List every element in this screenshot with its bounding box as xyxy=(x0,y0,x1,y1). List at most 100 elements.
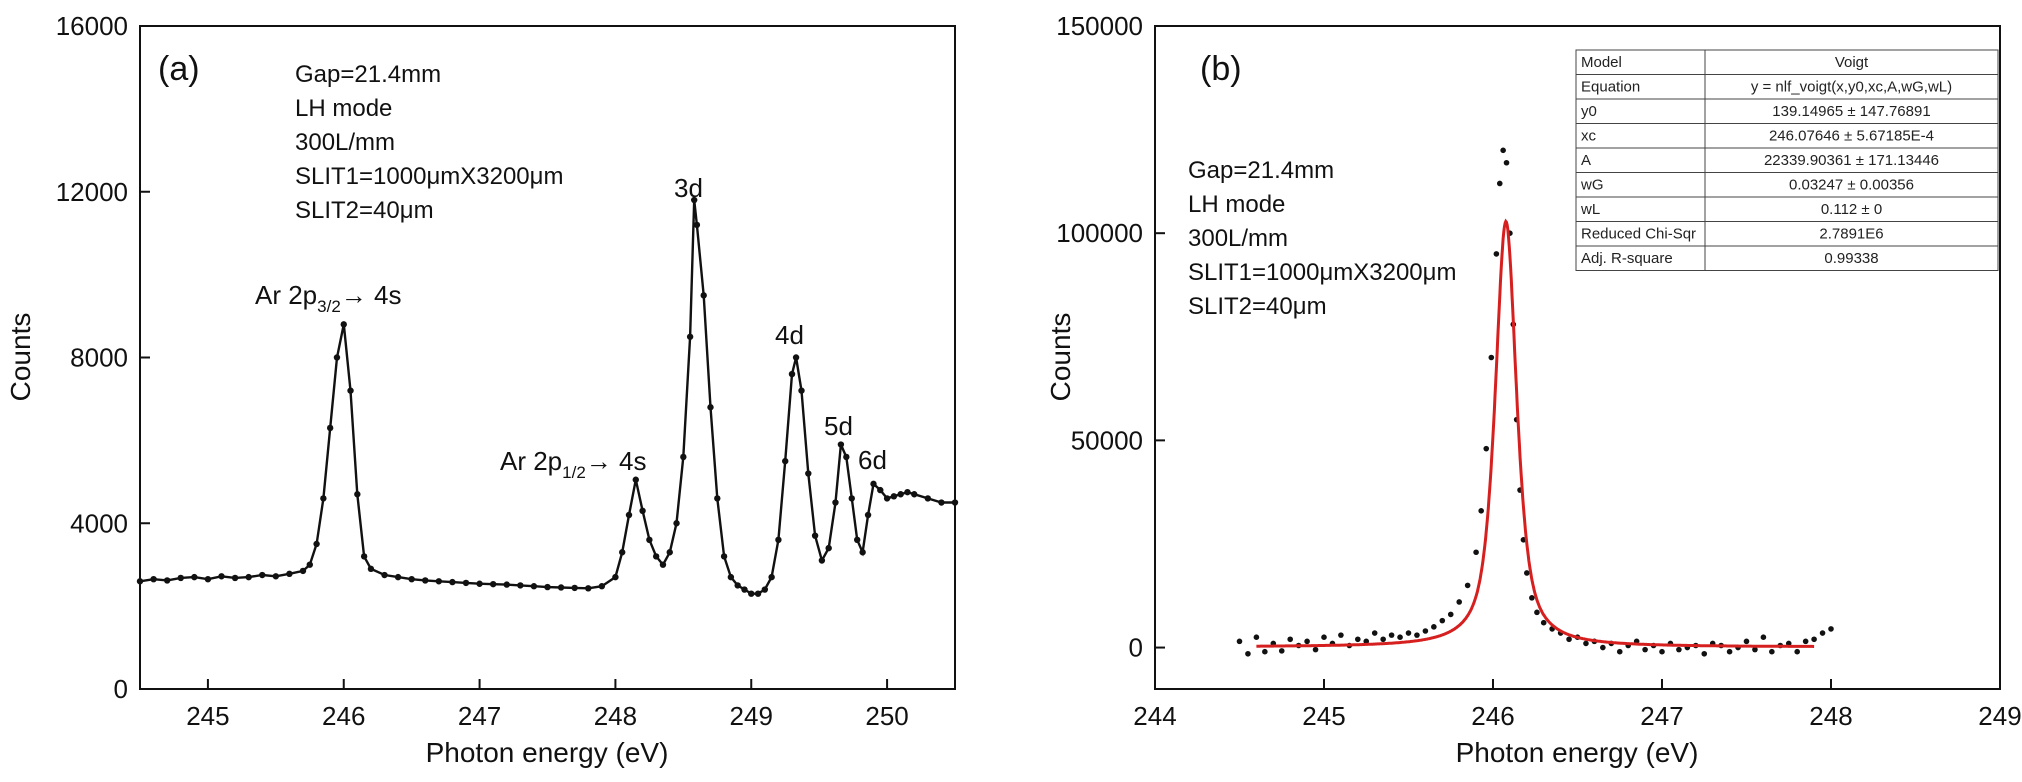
fit-table-value: 139.14965 ± 147.76891 xyxy=(1772,103,1930,120)
panel-b-data-point xyxy=(1760,634,1767,641)
panel-a-data-point xyxy=(218,573,225,580)
panel-a-data-point xyxy=(788,370,796,378)
panel-a-data-point xyxy=(811,532,819,539)
panel-a-data-point xyxy=(435,578,443,585)
panel-a-data-point xyxy=(625,511,633,519)
panel-a-data-point xyxy=(571,584,578,592)
panel-b-data-point xyxy=(1312,646,1319,653)
panel-a-data-point xyxy=(798,387,805,394)
fit-table-value: 22339.90361 ± 171.13446 xyxy=(1764,152,1939,169)
panel-a-data-point xyxy=(883,495,891,502)
fit-table-key: A xyxy=(1581,152,1591,169)
panel-b-data-point xyxy=(1245,650,1251,657)
panel-a-data-point xyxy=(686,333,694,340)
panel-b-data-point xyxy=(1321,634,1327,641)
panel-a-data-point xyxy=(818,557,826,564)
panel-a-data-point xyxy=(326,424,334,432)
panel-b-data-point xyxy=(1447,611,1454,618)
fit-table-value: y = nlf_voigt(x,y0,xc,A,wG,wL) xyxy=(1751,79,1952,96)
panel-a-data-point xyxy=(843,453,850,461)
panel-a-data-point xyxy=(768,573,775,581)
peak-label-5d: 5d xyxy=(824,411,853,441)
panel-a-data-point xyxy=(544,583,551,591)
panel-a-data-point xyxy=(585,585,592,592)
panel-a-x-tick-label: 247 xyxy=(458,701,501,731)
panel-a-y-tick-label: 8000 xyxy=(70,343,128,373)
panel-a-data-point xyxy=(832,499,839,506)
panel-a-data-point xyxy=(792,354,800,361)
panel-a-x-axis-title: Photon energy (eV) xyxy=(426,737,669,768)
panel-a-data-point xyxy=(517,582,524,589)
panel-a-data-point xyxy=(864,511,872,519)
panel-a-spectrum-line xyxy=(139,199,955,595)
panel-b-data-point xyxy=(1456,599,1462,605)
panel-a-data-point xyxy=(659,561,667,568)
panel-a-data-point xyxy=(340,321,347,328)
panel-a-data-point xyxy=(727,573,735,581)
panel-b-y-tick-label: 0 xyxy=(1129,633,1143,663)
fit-results-table: Model Voigt Equation y = nlf_voigt(x,y0,xc,… xyxy=(1575,49,1999,271)
panel-b-x-axis-title: Photon energy (eV) xyxy=(1456,737,1699,768)
panel-a-data-point xyxy=(259,571,266,579)
panel-b-data-point xyxy=(1405,630,1412,636)
peak-label-4d: 4d xyxy=(775,320,804,350)
panel-a-data-point xyxy=(313,540,320,548)
panel-b-x-tick-label: 248 xyxy=(1809,701,1852,731)
panel-b-data-point xyxy=(1397,634,1403,641)
panel-a-data-point xyxy=(680,453,687,461)
panel-a-data-point xyxy=(489,580,497,588)
panel-a-data-point xyxy=(530,583,538,590)
panel-a-data-point xyxy=(299,567,307,575)
fit-table-value: 2.7891E6 xyxy=(1819,226,1883,243)
panel-a-data-point xyxy=(598,583,606,590)
panel-a-data-point xyxy=(612,573,619,581)
panel-a-chart: 245 246 247 248 249 250 0 4000 8000 12000 16000 (a… xyxy=(5,11,959,768)
panel-b-data-point xyxy=(1414,632,1420,638)
panel-a-data-point xyxy=(890,493,898,500)
panel-b-label: (b) xyxy=(1200,50,1242,88)
panel-b-data-point xyxy=(1483,445,1490,452)
panel-b-data-point xyxy=(1304,638,1310,645)
panel-b-data-point xyxy=(1488,354,1495,361)
panel-b-data-point xyxy=(1524,570,1530,576)
panel-a-data-point xyxy=(639,507,646,515)
panel-b-data-point xyxy=(1769,648,1775,655)
panel-a-data-point xyxy=(632,476,639,483)
panel-b-data-point xyxy=(1431,624,1437,630)
panel-a-anno-slit2: SLIT2=40μm xyxy=(295,197,434,224)
panel-a-data-point xyxy=(877,486,884,494)
panel-b-data-point xyxy=(1743,638,1750,645)
panel-b-data-point xyxy=(1500,147,1506,154)
panel-a-data-point xyxy=(422,577,429,584)
fit-table-key: Equation xyxy=(1581,79,1640,96)
panel-b-data-point xyxy=(1439,617,1446,624)
panel-b-ticks: 244 245 246 247 248 249 0 50000 100000 150000 xyxy=(1056,11,2021,731)
panel-a-data-point xyxy=(286,570,293,578)
panel-a-data-point xyxy=(837,441,845,448)
panel-b-y-tick-label: 100000 xyxy=(1056,218,1143,248)
panel-a-data-point xyxy=(449,578,456,586)
panel-a-data-point xyxy=(775,536,782,544)
peak-label-2p32-4s: Ar 2p3/2→ 4s xyxy=(255,280,401,316)
panel-b-data-point xyxy=(1371,630,1378,636)
panel-a-data-point xyxy=(848,495,855,502)
panel-a-data-point xyxy=(854,536,861,544)
panel-a-data-point xyxy=(761,586,769,593)
panel-b-data-point xyxy=(1422,628,1429,634)
panel-a-data-point xyxy=(870,480,877,488)
panel-b-data-point xyxy=(1355,636,1361,643)
panel-b-x-tick-label: 245 xyxy=(1302,701,1345,731)
panel-a-data-point xyxy=(231,574,239,582)
panel-a-data-point xyxy=(720,553,728,560)
panel-a-x-tick-label: 245 xyxy=(186,701,229,731)
panel-a-data-point xyxy=(333,354,341,361)
panel-a-data-point xyxy=(646,536,653,544)
panel-b-x-tick-label: 244 xyxy=(1133,701,1176,731)
panel-a-data-point xyxy=(245,573,252,581)
panel-b-data-point xyxy=(1726,648,1733,655)
panel-a-data-point xyxy=(782,457,789,465)
panel-b-series xyxy=(1236,147,1834,657)
panel-a-data-point xyxy=(163,577,171,584)
panel-b-data-point xyxy=(1496,180,1503,187)
